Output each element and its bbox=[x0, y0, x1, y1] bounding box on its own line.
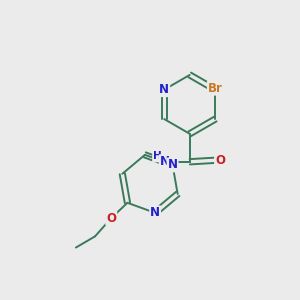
Text: Br: Br bbox=[208, 82, 223, 95]
Text: N: N bbox=[168, 158, 178, 171]
Text: O: O bbox=[215, 154, 225, 167]
Text: N: N bbox=[159, 83, 169, 96]
Text: O: O bbox=[106, 212, 116, 225]
Text: N: N bbox=[160, 155, 170, 168]
Text: N: N bbox=[150, 206, 160, 219]
Text: H: H bbox=[153, 152, 162, 161]
